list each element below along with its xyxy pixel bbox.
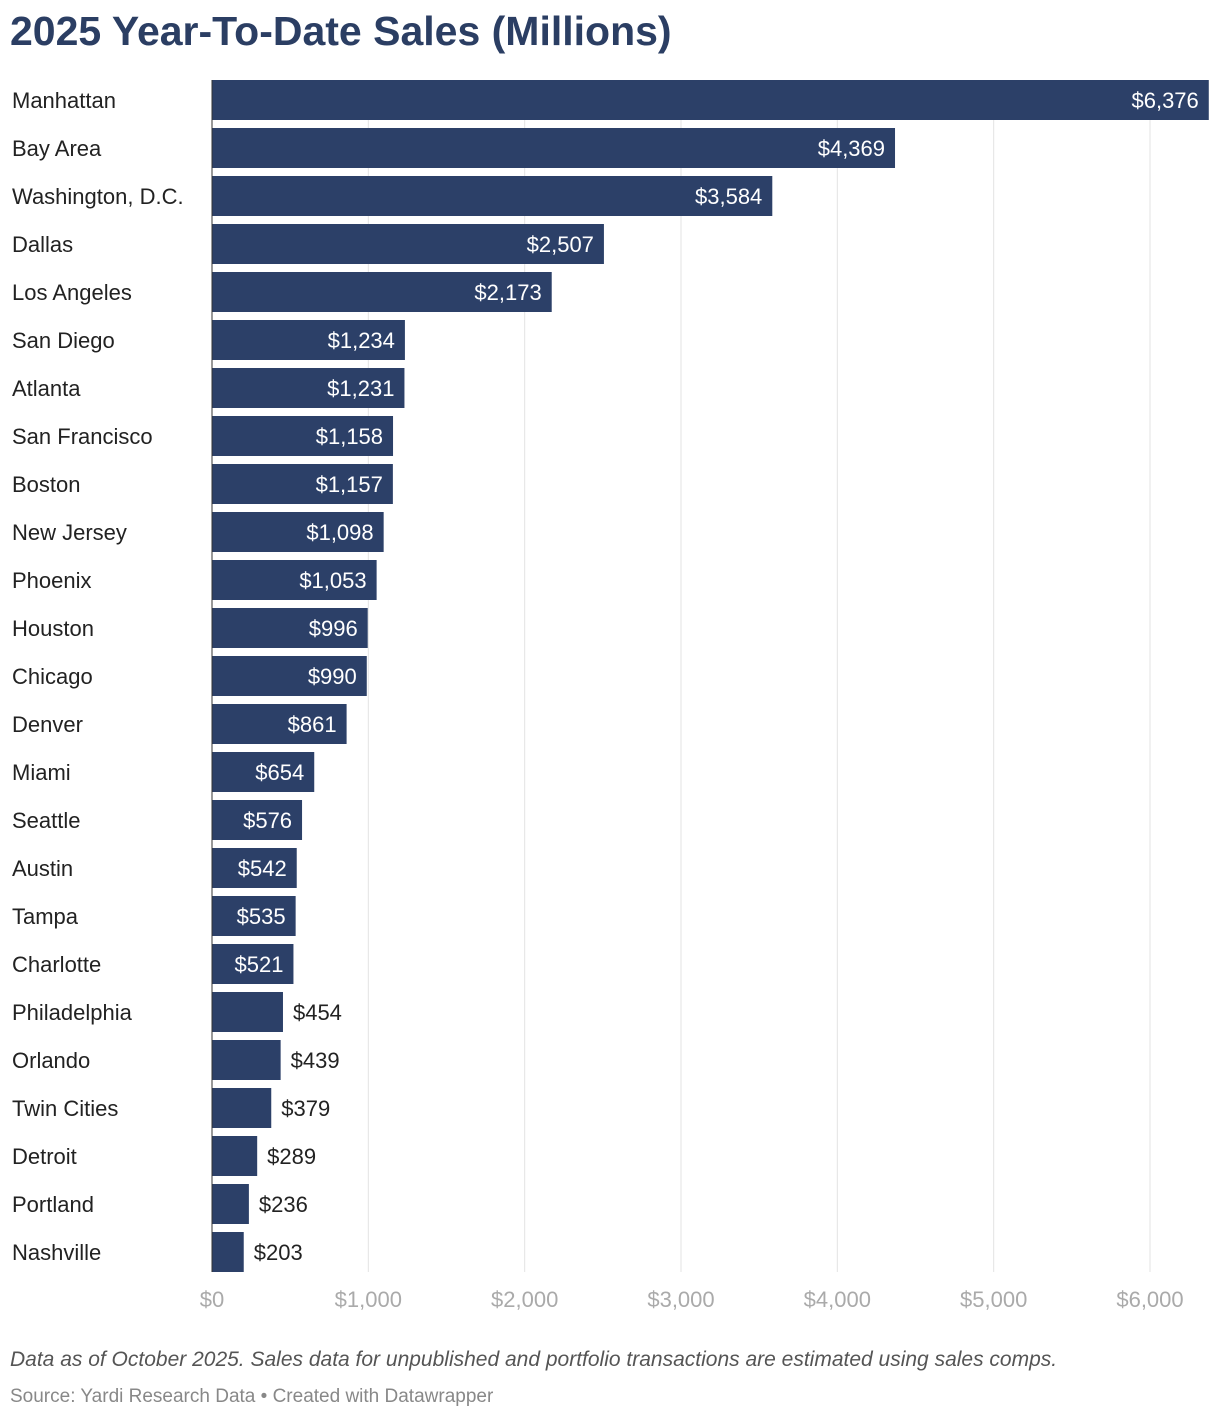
category-label: Manhattan <box>12 88 116 113</box>
bar <box>212 800 303 840</box>
data-label: $454 <box>293 1000 342 1025</box>
category-label: Tampa <box>12 904 79 929</box>
data-label: $203 <box>254 1240 303 1265</box>
bar <box>212 224 604 264</box>
category-label: Detroit <box>12 1144 77 1169</box>
category-label: New Jersey <box>12 520 127 545</box>
x-tick-label: $0 <box>200 1287 224 1312</box>
bar <box>212 272 552 312</box>
bar <box>212 416 394 456</box>
data-label: $289 <box>267 1144 316 1169</box>
bar <box>212 896 296 936</box>
bar <box>212 1184 249 1224</box>
bar <box>212 848 297 888</box>
category-label: San Francisco <box>12 424 153 449</box>
data-label: $996 <box>309 616 358 641</box>
data-label: $1,158 <box>316 424 383 449</box>
category-label: Nashville <box>12 1240 101 1265</box>
bar <box>212 512 384 552</box>
bar <box>212 464 393 504</box>
x-tick-label: $2,000 <box>491 1287 558 1312</box>
bar <box>212 320 405 360</box>
data-label: $535 <box>237 904 286 929</box>
category-label: Dallas <box>12 232 73 257</box>
bar <box>212 944 294 984</box>
bar <box>212 80 1209 120</box>
data-label: $576 <box>243 808 292 833</box>
category-label: Phoenix <box>12 568 92 593</box>
category-label: Washington, D.C. <box>12 184 184 209</box>
category-label: Charlotte <box>12 952 101 977</box>
category-label: Austin <box>12 856 73 881</box>
category-label: Orlando <box>12 1048 90 1073</box>
footnote: Data as of October 2025. Sales data for … <box>10 1348 1058 1371</box>
data-label: $1,098 <box>306 520 373 545</box>
x-tick-label: $3,000 <box>647 1287 714 1312</box>
bar <box>212 1088 272 1128</box>
category-label: San Diego <box>12 328 115 353</box>
bar <box>212 1232 244 1272</box>
data-label: $6,376 <box>1131 88 1198 113</box>
data-label: $1,053 <box>299 568 366 593</box>
category-label: Bay Area <box>12 136 102 161</box>
data-label: $990 <box>308 664 357 689</box>
data-label: $1,157 <box>316 472 383 497</box>
data-label: $542 <box>238 856 287 881</box>
data-label: $521 <box>234 952 283 977</box>
chart-title: 2025 Year-To-Date Sales (Millions) <box>10 8 672 54</box>
category-label: Seattle <box>12 808 81 833</box>
source-line: Source: Yardi Research Data • Created wi… <box>10 1386 494 1407</box>
x-tick-label: $5,000 <box>960 1287 1027 1312</box>
data-label: $2,507 <box>527 232 594 257</box>
bar <box>212 1040 281 1080</box>
category-label: Atlanta <box>12 376 81 401</box>
data-label: $861 <box>288 712 337 737</box>
category-label: Chicago <box>12 664 93 689</box>
bar <box>212 608 368 648</box>
x-tick-label: $6,000 <box>1116 1287 1183 1312</box>
category-label: Los Angeles <box>12 280 132 305</box>
bar <box>212 128 896 168</box>
bar <box>212 176 773 216</box>
category-label: Boston <box>12 472 81 497</box>
data-label: $654 <box>255 760 304 785</box>
bar <box>212 560 377 600</box>
data-label: $3,584 <box>695 184 762 209</box>
category-label: Miami <box>12 760 71 785</box>
bar <box>212 1136 258 1176</box>
category-label: Denver <box>12 712 83 737</box>
category-label: Houston <box>12 616 94 641</box>
bar <box>212 656 367 696</box>
data-label: $1,231 <box>327 376 394 401</box>
data-label: $4,369 <box>818 136 885 161</box>
data-label: $236 <box>259 1192 308 1217</box>
category-label: Philadelphia <box>12 1000 133 1025</box>
bar-chart: $0 $1,000 $2,000 $3,000 $4,000 $5,000 $6,000 Ma… <box>12 80 1209 1312</box>
bar <box>212 368 405 408</box>
bar <box>212 704 347 744</box>
category-label: Portland <box>12 1192 94 1217</box>
data-label: $1,234 <box>328 328 395 353</box>
data-label: $439 <box>291 1048 340 1073</box>
x-tick-label: $4,000 <box>804 1287 871 1312</box>
data-label: $379 <box>281 1096 330 1121</box>
x-tick-label: $1,000 <box>335 1287 402 1312</box>
bar <box>212 752 315 792</box>
category-label: Twin Cities <box>12 1096 118 1121</box>
data-label: $2,173 <box>474 280 541 305</box>
bar <box>212 992 283 1032</box>
